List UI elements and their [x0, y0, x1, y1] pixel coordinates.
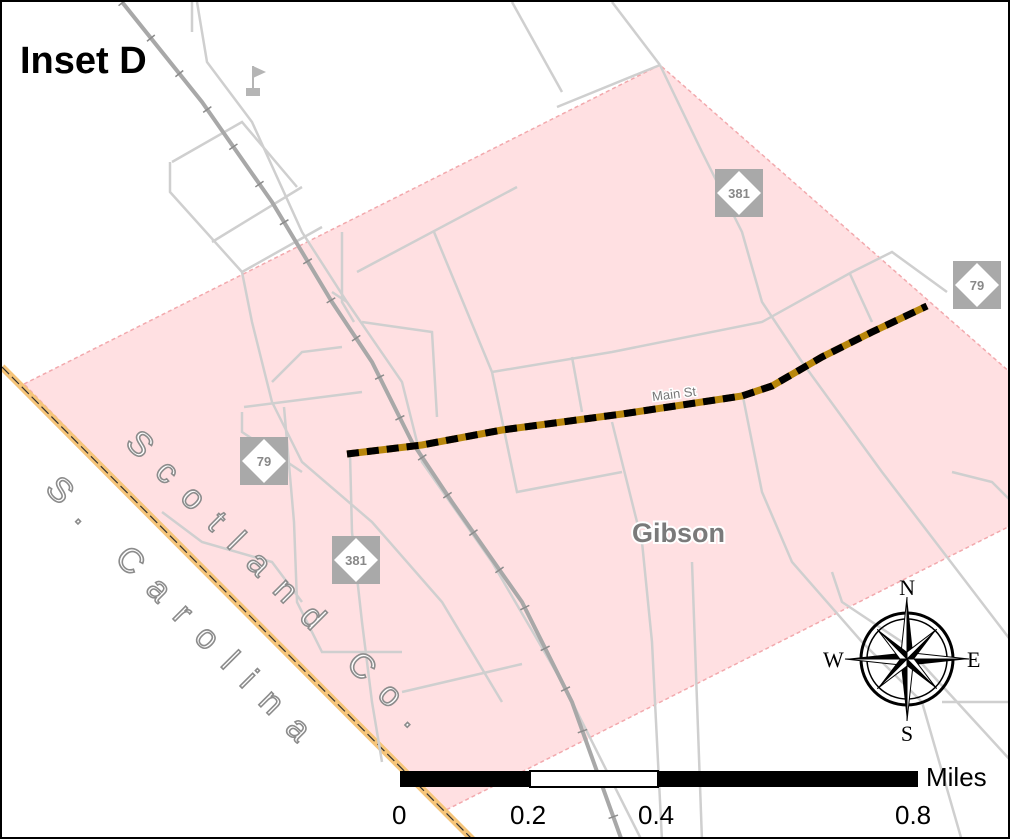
scale-tick-0: 0 — [392, 800, 407, 830]
compass-east-label: E — [967, 647, 980, 672]
svg-text:381: 381 — [728, 186, 750, 201]
town-boundary — [22, 64, 1008, 813]
compass-west-label: W — [823, 647, 844, 672]
state-line — [2, 364, 475, 837]
scale-tick-0-2: 0.2 — [510, 800, 547, 830]
highlight-route — [346, 302, 929, 458]
highway-shield-79-west: 79 — [240, 437, 288, 485]
svg-text:381: 381 — [345, 553, 367, 568]
railroad — [118, 2, 626, 837]
scale-unit-label: Miles — [926, 762, 987, 792]
flag-icon — [246, 66, 266, 96]
scale-bar — [400, 770, 918, 788]
highway-shield-381-north: 381 — [715, 169, 763, 217]
highway-shield-79-east: 79 — [953, 261, 1001, 309]
svg-text:79: 79 — [970, 278, 984, 293]
scale-tick-0-8: 0.8 — [895, 800, 932, 830]
highway-shield-381-south: 381 — [332, 536, 380, 584]
scale-tick-0-4: 0.4 — [638, 800, 675, 830]
compass-north-label: N — [899, 575, 915, 600]
town-label: Gibson — [632, 518, 725, 548]
compass-south-label: S — [901, 721, 913, 746]
compass-rose: N S E W — [823, 575, 980, 746]
svg-text:79: 79 — [257, 454, 271, 469]
street-label-main-st: Main St — [651, 384, 697, 404]
inset-title: Inset D — [20, 40, 147, 82]
